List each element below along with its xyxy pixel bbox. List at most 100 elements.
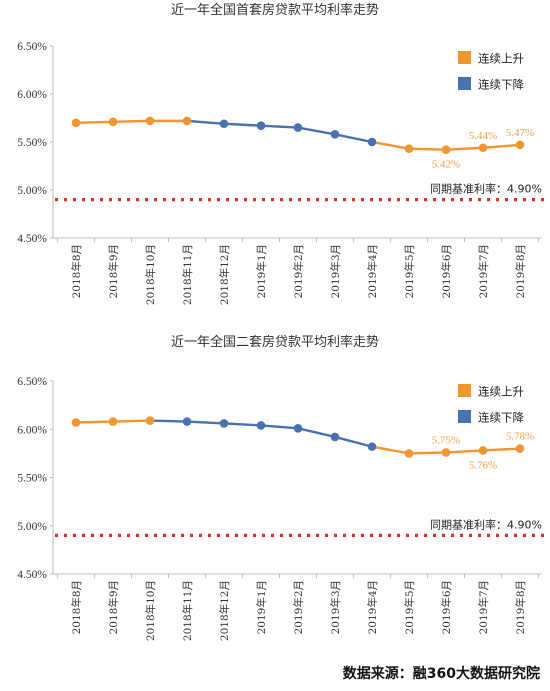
series-line-segment [333,133,374,144]
series-line-segment [259,124,300,129]
x-tick-label: 2018年9月 [107,580,120,634]
series-line-segment [407,451,448,455]
data-point [478,446,488,455]
data-point [330,130,340,139]
data-point [108,117,118,127]
data-point [71,418,81,427]
x-tick-label: 2019年6月 [440,580,453,634]
legend-label: 连续上升 [478,52,524,66]
series-line-segment [481,447,522,452]
legend-swatch [458,410,471,423]
legend-swatch [458,51,471,64]
y-tick-label: 6.50% [17,376,47,388]
data-label: 5.75% [432,434,460,446]
legend-label: 连续下降 [478,78,524,92]
x-tick-label: 2019年1月 [255,580,268,634]
data-label: 5.47% [506,127,534,139]
x-tick-label: 2019年2月 [292,580,305,634]
chart-first-home-loan-rate: 近一年全国首套房贷款平均利率走势 6.50% 6.00% 5.50% 5.00% 4.50… [17,2,546,305]
x-tick-label: 2019年5月 [403,244,416,298]
data-label: 5.78% [506,431,534,443]
x-tick-label: 2019年2月 [292,244,305,298]
series-line-segment [222,122,263,127]
y-tick-label: 4.50% [17,569,47,581]
data-point [293,123,303,132]
data-point [256,421,266,430]
y-tick-label: 6.00% [17,424,47,436]
chart-second-home-loan-rate: 近一年全国二套房贷款平均利率走势 6.50% 6.00% 5.50% 5.00% 4.50… [17,334,546,641]
data-point [404,449,414,458]
x-tick-label: 2018年12月 [218,244,231,305]
data-point [219,119,229,129]
series-line-segment [74,120,115,125]
data-point [441,448,451,457]
x-tick-label: 2018年10月 [144,580,157,641]
data-point [219,419,229,428]
series-line-segment [296,126,337,136]
y-tick-label: 6.00% [17,89,47,101]
y-tick-label: 5.00% [17,521,47,533]
x-tick-label: 2018年12月 [218,580,231,641]
data-point [330,432,340,442]
reference-line-label: 同期基准利率：4.90% [430,517,542,531]
x-tick-label: 2019年3月 [329,244,342,298]
x-tick-label: 2018年11月 [181,580,194,641]
data-label: 5.42% [432,159,460,171]
x-tick-label: 2019年1月 [255,244,268,298]
data-point [478,143,488,153]
series-line-segment [444,449,485,454]
series-line-segment [74,420,115,424]
data-point [108,417,118,426]
data-point [515,140,525,150]
series-line-segment [222,422,263,427]
series-line-segment [111,419,152,423]
x-tick-label: 2019年6月 [440,244,453,298]
series-line-segment [370,445,411,455]
legend-label: 连续下降 [478,411,524,425]
x-tick-label: 2018年8月 [70,244,83,298]
x-tick-label: 2019年7月 [477,244,490,298]
y-tick-label: 5.50% [17,137,47,149]
data-point [367,137,377,147]
series-line-segment [296,427,337,439]
data-point [182,417,192,426]
x-tick-label: 2018年9月 [107,244,120,298]
series-line-segment [481,143,522,149]
y-tick-label: 5.00% [17,185,47,197]
x-tick-label: 2018年8月 [70,580,83,634]
data-point [441,145,451,154]
series-line-segment [370,140,411,150]
series-line-segment [185,119,226,125]
chart-title: 近一年全国首套房贷款平均利率走势 [171,2,379,18]
x-tick-label: 2019年5月 [403,580,416,634]
reference-line-label: 同期基准利率：4.90% [430,182,542,196]
data-point [293,423,303,433]
source-note: 数据来源：融360大数据研究院 [342,666,540,682]
x-tick-label: 2019年3月 [329,580,342,634]
data-point [404,144,414,154]
series-line-segment [259,424,300,430]
data-label: 5.44% [469,130,497,142]
series-line-segment [111,119,152,124]
legend-label: 连续上升 [478,385,524,399]
series-line-segment [185,420,226,425]
y-tick-label: 5.50% [17,473,47,485]
data-point [515,444,525,453]
x-tick-label: 2018年11月 [181,244,194,305]
data-point [367,442,377,451]
series-line-segment [444,146,485,151]
series-line-segment [148,419,189,423]
chart-title: 近一年全国二套房贷款平均利率走势 [171,334,379,350]
data-point [256,121,266,130]
data-point [145,116,155,126]
x-tick-label: 2019年8月 [514,580,527,634]
data-point [182,116,192,126]
x-tick-label: 2018年10月 [144,244,157,305]
x-tick-label: 2019年4月 [366,244,379,298]
x-tick-label: 2019年8月 [514,244,527,298]
legend-swatch [458,77,471,90]
series-line-segment [333,435,374,448]
x-tick-label: 2019年7月 [477,580,490,634]
legend-swatch [458,384,471,397]
data-point [71,118,81,128]
